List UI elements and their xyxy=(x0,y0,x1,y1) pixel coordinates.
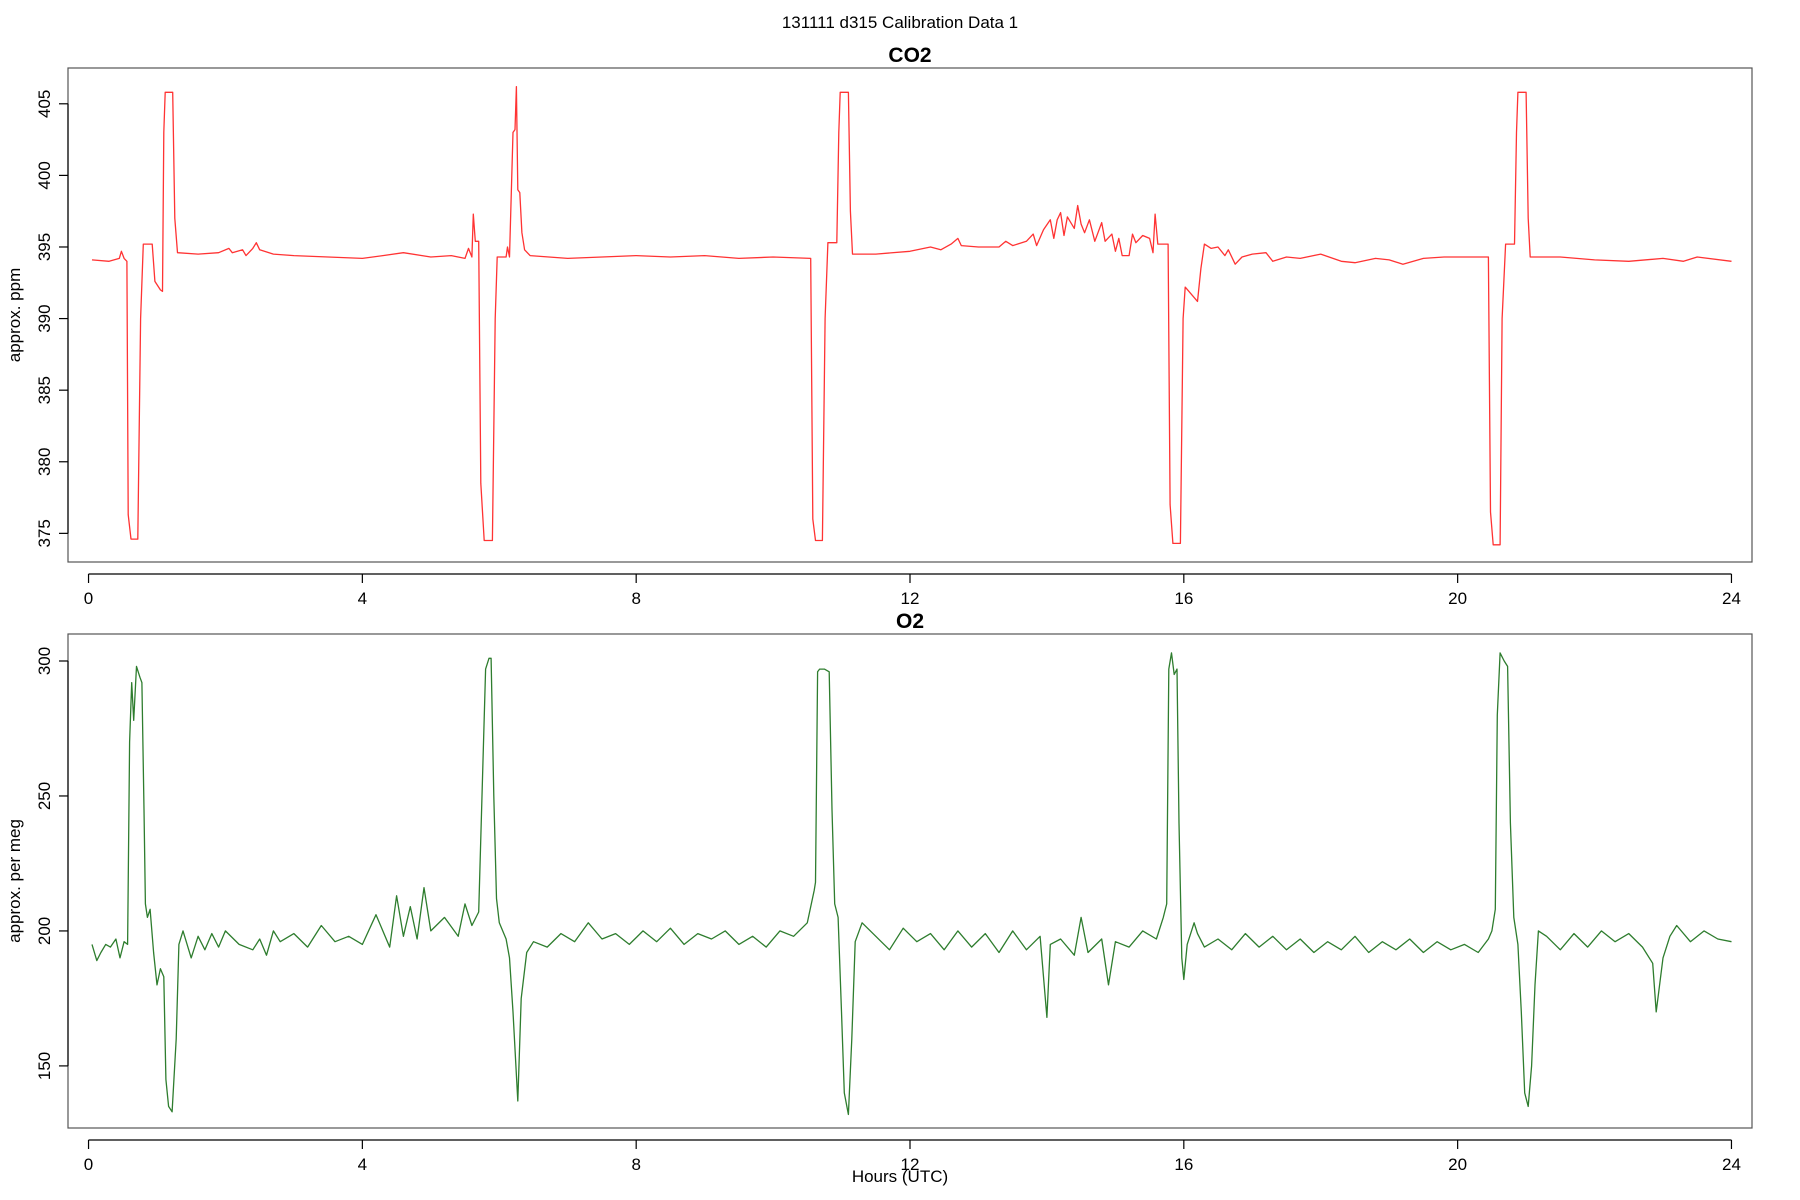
x-tick-label: 24 xyxy=(1722,589,1741,608)
x-tick-label: 8 xyxy=(631,1155,640,1174)
y-tick-label: 375 xyxy=(35,519,54,547)
plot-frame xyxy=(67,633,1753,1129)
x-tick-label: 16 xyxy=(1174,1155,1193,1174)
figure-title: 131111 d315 Calibration Data 1 xyxy=(782,13,1018,32)
x-tick-label: 20 xyxy=(1448,1155,1467,1174)
y-axis: 375 380 385 390 395 400 405 xyxy=(35,90,69,548)
x-tick-label: 16 xyxy=(1174,589,1193,608)
panel-title: O2 xyxy=(896,610,924,633)
x-tick-label: 8 xyxy=(631,589,640,608)
x-tick-label: 20 xyxy=(1448,589,1467,608)
panel-o2: O2 0 4 8 12 16 20 24 150 200 250 300 approx. per meg xyxy=(5,610,1753,1174)
y-axis-label: approx. per meg xyxy=(5,819,24,943)
x-tick-label: 24 xyxy=(1722,1155,1741,1174)
y-tick-label: 395 xyxy=(35,233,54,261)
y-tick-label: 405 xyxy=(35,90,54,118)
panels: CO2 0 4 8 12 16 20 24 375 380 385 390 395 400 405 appro… xyxy=(5,44,1753,1174)
y-tick-label: 300 xyxy=(35,647,54,675)
y-tick-label: 150 xyxy=(35,1052,54,1080)
x-tick-label: 0 xyxy=(84,1155,93,1174)
y-tick-label: 400 xyxy=(35,161,54,189)
x-tick-label: 4 xyxy=(358,1155,367,1174)
y-axis: 150 200 250 300 xyxy=(35,647,69,1080)
plot-frame xyxy=(67,67,1753,563)
panel-co2: CO2 0 4 8 12 16 20 24 375 380 385 390 395 400 405 appro… xyxy=(5,44,1753,608)
y-tick-label: 390 xyxy=(35,304,54,332)
y-tick-label: 385 xyxy=(35,376,54,404)
x-tick-label: 4 xyxy=(358,589,367,608)
y-tick-label: 380 xyxy=(35,448,54,476)
x-tick-label: 12 xyxy=(901,589,920,608)
x-tick-label: 12 xyxy=(901,1155,920,1174)
series-line-co2 xyxy=(91,85,1732,546)
x-axis: 0 4 8 12 16 20 24 xyxy=(84,573,1741,608)
y-axis-label: approx. ppm xyxy=(5,268,24,363)
y-tick-label: 250 xyxy=(35,782,54,810)
series-line-o2 xyxy=(91,652,1732,1116)
panel-title: CO2 xyxy=(888,44,931,67)
figure-xlabel: Hours (UTC) xyxy=(852,1167,948,1186)
y-tick-label: 200 xyxy=(35,917,54,945)
x-tick-label: 0 xyxy=(84,589,93,608)
x-axis: 0 4 8 12 16 20 24 xyxy=(84,1139,1741,1174)
